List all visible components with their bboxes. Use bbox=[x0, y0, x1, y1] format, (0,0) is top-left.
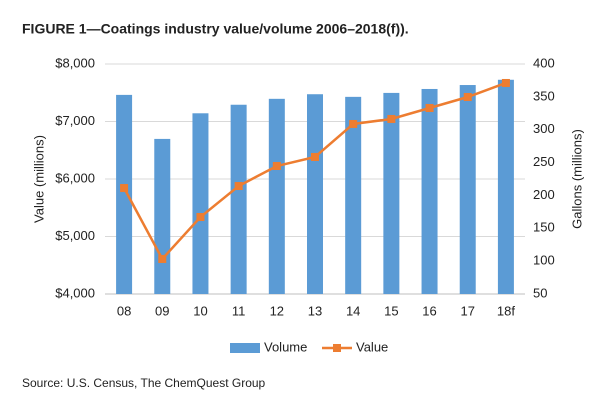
y2-tick-label: 100 bbox=[533, 253, 555, 268]
legend-label: Volume bbox=[264, 339, 307, 354]
y2-tick-label: 350 bbox=[533, 88, 555, 103]
line-marker bbox=[311, 152, 319, 161]
y-tick-label: $4,000 bbox=[55, 285, 95, 300]
chart-title: FIGURE 1—Coatings industry value/volume … bbox=[22, 21, 409, 37]
legend-swatch bbox=[333, 344, 341, 352]
legend-label: Value bbox=[356, 339, 388, 354]
line-marker bbox=[387, 114, 396, 123]
x-tick-label: 18f bbox=[497, 303, 515, 318]
y2-tick-label: 50 bbox=[533, 285, 547, 300]
bar bbox=[307, 94, 323, 294]
x-tick-label: 16 bbox=[422, 303, 436, 318]
y2-tick-label: 200 bbox=[533, 187, 555, 202]
y2-axis-label: Gallons (millions) bbox=[569, 129, 584, 229]
line-marker bbox=[120, 184, 129, 193]
bar bbox=[345, 96, 362, 294]
bar bbox=[421, 88, 438, 294]
bar bbox=[192, 113, 209, 295]
y-axis-label: Value (millions) bbox=[31, 135, 46, 223]
bar bbox=[383, 92, 400, 295]
x-tick-label: 08 bbox=[117, 303, 131, 318]
bar bbox=[268, 98, 285, 294]
line-marker bbox=[501, 78, 510, 87]
bar bbox=[230, 104, 247, 294]
line-marker bbox=[272, 162, 281, 171]
y2-tick-label: 300 bbox=[533, 121, 555, 136]
line-marker bbox=[425, 103, 434, 112]
x-tick-label: 09 bbox=[155, 303, 169, 318]
x-tick-label: 17 bbox=[460, 303, 474, 318]
bar bbox=[459, 85, 476, 295]
x-tick-label: 11 bbox=[232, 303, 246, 318]
y-tick-label: $6,000 bbox=[55, 170, 95, 185]
line-marker bbox=[349, 119, 358, 128]
x-tick-label: 14 bbox=[346, 303, 360, 318]
y-tick-label: $7,000 bbox=[55, 113, 95, 128]
y2-tick-label: 150 bbox=[533, 220, 555, 235]
legend-swatch bbox=[230, 343, 260, 353]
line-marker bbox=[196, 213, 205, 222]
x-tick-label: 15 bbox=[384, 303, 398, 318]
bar bbox=[116, 94, 133, 294]
y-tick-label: $5,000 bbox=[55, 228, 95, 243]
y2-tick-label: 250 bbox=[533, 154, 555, 169]
x-tick-label: 13 bbox=[308, 303, 322, 318]
line-marker bbox=[463, 93, 472, 102]
line-marker bbox=[234, 182, 243, 191]
line-marker bbox=[158, 254, 167, 263]
x-tick-label: 10 bbox=[193, 303, 207, 318]
y-tick-label: $8,000 bbox=[55, 55, 95, 70]
bar bbox=[497, 79, 514, 295]
y2-tick-label: 400 bbox=[533, 55, 555, 70]
x-tick-label: 12 bbox=[270, 303, 284, 318]
source-note: Source: U.S. Census, The ChemQuest Group bbox=[22, 376, 266, 390]
bar bbox=[154, 138, 171, 294]
